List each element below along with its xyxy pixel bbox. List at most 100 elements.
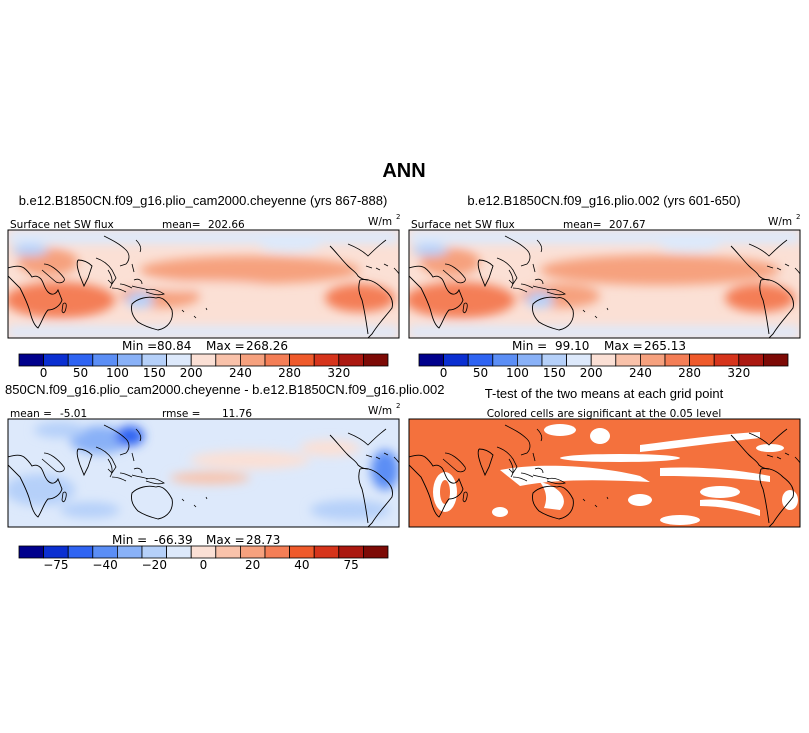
colorbar-tick-label: 75	[343, 558, 358, 572]
panel-1-mean: 202.66	[208, 219, 245, 231]
colorbar-tick-label: 40	[294, 558, 309, 572]
panel-1-mean-label: mean=	[162, 219, 201, 231]
colorbar-swatch	[239, 353, 266, 367]
colorbar-tick-label: 100	[506, 366, 529, 380]
panel-1-colorbar: 0 50 100 150 200 240 280 320	[18, 353, 389, 380]
colorbar-tick-label: 280	[678, 366, 701, 380]
colorbar-swatch	[67, 353, 94, 367]
colorbar-swatch	[43, 353, 69, 367]
colorbar-swatch	[362, 545, 389, 559]
colorbar-swatch	[264, 545, 291, 559]
figure-title: ANN	[382, 160, 425, 182]
colorbar-swatch	[117, 545, 143, 559]
colorbar-swatch	[362, 353, 389, 367]
colorbar-swatch	[338, 545, 364, 559]
colorbar-swatch	[264, 353, 291, 367]
panel-3-colorbar: −75 −40 −20 0 20 40 75	[18, 545, 389, 572]
colorbar-swatch	[738, 353, 764, 367]
panel-1-map	[8, 230, 399, 338]
colorbar-swatch	[92, 353, 118, 367]
colorbar-swatch	[166, 353, 192, 367]
colorbar-swatch	[467, 353, 494, 367]
panel-2-max: 265.13	[644, 339, 686, 353]
panel-3-max: 28.73	[246, 533, 280, 547]
colorbar-tick-label: 0	[40, 366, 48, 380]
panel-2-variable: Surface net SW flux	[411, 219, 515, 231]
panel-4-map	[409, 419, 800, 527]
panel-2-min-label: Min =	[512, 339, 547, 353]
colorbar-swatch	[141, 353, 168, 367]
colorbar-tick-label: −40	[92, 558, 117, 572]
panel-2-max-label: Max =	[604, 339, 643, 353]
colorbar-tick-label: 0	[200, 558, 208, 572]
panel-1-min: 80.84	[157, 339, 191, 353]
colorbar-swatch	[492, 353, 518, 367]
panel-3-min-label: Min =	[112, 533, 147, 547]
colorbar-tick-label: 240	[629, 366, 652, 380]
panel-3-rmse-label: rmse =	[162, 408, 200, 420]
panel-1-max: 268.26	[246, 339, 288, 353]
colorbar-tick-label: 320	[327, 366, 350, 380]
colorbar-swatch	[566, 353, 592, 367]
colorbar-swatch	[664, 353, 691, 367]
colorbar-tick-label: 100	[106, 366, 129, 380]
colorbar-swatch	[215, 353, 241, 367]
colorbar-swatch	[763, 353, 789, 367]
colorbar-tick-label: 150	[143, 366, 166, 380]
colorbar-swatch	[713, 353, 740, 367]
panel-3-units-sup: 2	[396, 402, 400, 410]
colorbar-tick-label: 200	[180, 366, 203, 380]
colorbar-swatch	[541, 353, 568, 367]
colorbar-swatch	[443, 353, 469, 367]
colorbar-tick-label: 320	[727, 366, 750, 380]
colorbar-swatch	[590, 353, 617, 367]
colorbar-swatch	[190, 353, 217, 367]
colorbar-swatch	[289, 353, 315, 367]
colorbar-swatch	[689, 353, 715, 367]
colorbar-swatch	[338, 353, 364, 367]
panel-3-units: W/m	[368, 405, 392, 417]
colorbar-swatch	[418, 353, 445, 367]
colorbar-tick-label: −20	[142, 558, 167, 572]
colorbar-swatch	[289, 545, 315, 559]
colorbar-swatch	[313, 545, 340, 559]
colorbar-swatch	[18, 353, 45, 367]
panel-4-title: T-test of the two means at each grid poi…	[485, 386, 724, 401]
colorbar-swatch	[640, 353, 666, 367]
colorbar-swatch	[18, 545, 45, 559]
panel-2: b.e12.B1850CN.f09_g16.plio.002 (yrs 601-…	[408, 193, 801, 380]
panel-2-title: b.e12.B1850CN.f09_g16.plio.002 (yrs 601-…	[467, 193, 740, 208]
colorbar-tick-label: 50	[473, 366, 488, 380]
panel-1-min-label: Min =	[122, 339, 157, 353]
panel-2-units: W/m	[768, 216, 792, 228]
panel-3-mean: -5.01	[60, 408, 87, 420]
colorbar-tick-label: 240	[229, 366, 252, 380]
colorbar-swatch	[43, 545, 69, 559]
panel-3-map	[8, 419, 399, 527]
panel-2-units-sup: 2	[796, 213, 800, 221]
panel-1-units: W/m	[368, 216, 392, 228]
colorbar-tick-label: 0	[440, 366, 448, 380]
colorbar-swatch	[190, 545, 217, 559]
panel-2-mean-label: mean=	[563, 219, 602, 231]
panel-3-mean-label: mean =	[10, 408, 52, 420]
colorbar-swatch	[517, 353, 543, 367]
panel-1-units-sup: 2	[396, 213, 400, 221]
colorbar-swatch	[215, 545, 241, 559]
panel-1: b.e12.B1850CN.f09_g16.plio_cam2000.cheye…	[7, 193, 400, 380]
panel-3-max-label: Max =	[206, 533, 245, 547]
colorbar-swatch	[239, 545, 266, 559]
colorbar-tick-label: 20	[245, 558, 260, 572]
colorbar-tick-label: 280	[278, 366, 301, 380]
panel-1-variable: Surface net SW flux	[10, 219, 114, 231]
colorbar-swatch	[117, 353, 143, 367]
panel-2-map	[409, 230, 800, 338]
panel-3-min: -66.39	[154, 533, 193, 547]
panel-2-mean: 207.67	[609, 219, 646, 231]
panel-3-rmse: 11.76	[222, 408, 252, 420]
colorbar-tick-label: −75	[43, 558, 68, 572]
panel-2-colorbar: 0 50 100 150 200 240 280 320	[418, 353, 789, 380]
panel-4-subtitle: Colored cells are significant at the 0.0…	[487, 408, 722, 420]
colorbar-tick-label: 150	[543, 366, 566, 380]
